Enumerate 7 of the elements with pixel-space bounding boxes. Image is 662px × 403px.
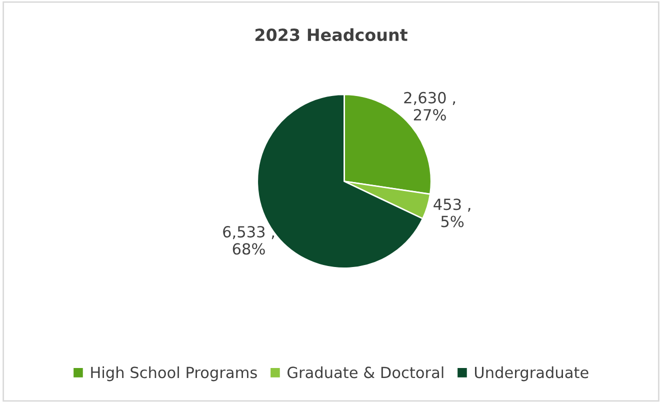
data-label: 453 , 5%: [434, 198, 470, 228]
chart-title: 2023 Headcount: [255, 28, 408, 42]
data-label: 2,630 , 27%: [404, 92, 456, 121]
legend-label: High School Programs: [91, 366, 257, 382]
data-label: 6,533 , 68%: [223, 226, 274, 255]
legend-label: Undergraduate: [475, 366, 588, 382]
legend-label: Graduate & Doctoral: [288, 366, 444, 378]
